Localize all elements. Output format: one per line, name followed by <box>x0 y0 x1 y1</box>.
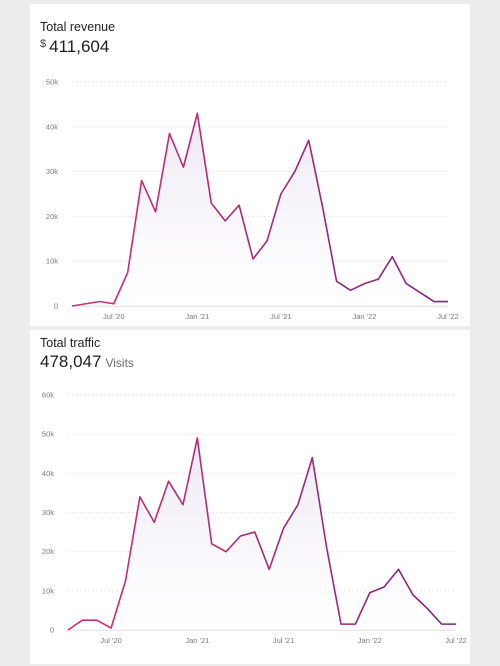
y-tick-label: 50k <box>42 430 54 439</box>
revenue-card: Total revenue $ 411,604 0 10k 20k 30k 40k 50k… <box>30 4 470 326</box>
x-tick-label: Jan '21 <box>185 312 209 321</box>
x-tick-label: Jul '20 <box>103 312 124 321</box>
x-tick-label: Jul '22 <box>445 636 466 645</box>
y-tick-label: 0 <box>54 302 58 311</box>
y-tick-label: 40k <box>42 469 54 478</box>
series-line <box>71 112 448 307</box>
series-area <box>72 113 448 306</box>
revenue-title: Total revenue <box>40 20 116 34</box>
y-tick-label: 40k <box>46 122 58 131</box>
revenue-total: 411,604 <box>49 37 110 56</box>
revenue-total-row: $ 411,604 <box>40 37 109 57</box>
x-tick-label: Jan '22 <box>358 636 382 645</box>
series-line <box>67 437 456 631</box>
y-tick-label: 10k <box>46 257 58 266</box>
y-tick-label: 10k <box>42 586 54 595</box>
y-tick-label: 60k <box>42 391 54 400</box>
y-tick-label: 20k <box>46 212 58 221</box>
traffic-card: Total traffic 478,047 Visits 0 10k 20k 30k 4… <box>30 330 470 664</box>
x-tick-label: Jan '21 <box>185 636 209 645</box>
y-tick-label: 30k <box>42 508 54 517</box>
y-tick-label: 50k <box>46 78 58 87</box>
x-tick-label: Jul '22 <box>437 312 458 321</box>
traffic-unit: Visits <box>105 356 134 370</box>
traffic-total: 478,047 <box>40 352 102 371</box>
y-tick-label: 30k <box>46 167 58 176</box>
traffic-title: Total traffic <box>40 336 101 350</box>
x-tick-label: Jan '22 <box>352 312 376 321</box>
x-tick-label: Jul '21 <box>270 312 291 321</box>
x-tick-label: Jul '20 <box>100 636 121 645</box>
y-tick-label: 0 <box>50 626 54 635</box>
y-tick-label: 20k <box>42 547 54 556</box>
revenue-chart: 0 10k 20k 30k 40k 50k Jul '20 Jan '21 Jul '21 Jan… <box>46 78 459 322</box>
traffic-total-row: 478,047 Visits <box>40 352 134 372</box>
traffic-chart: 0 10k 20k 30k 40k 50k 60k Jul '20 Jan '21 Jul '21… <box>42 391 467 646</box>
series-area <box>68 438 456 630</box>
currency-symbol: $ <box>40 38 47 50</box>
x-tick-label: Jul '21 <box>273 636 294 645</box>
